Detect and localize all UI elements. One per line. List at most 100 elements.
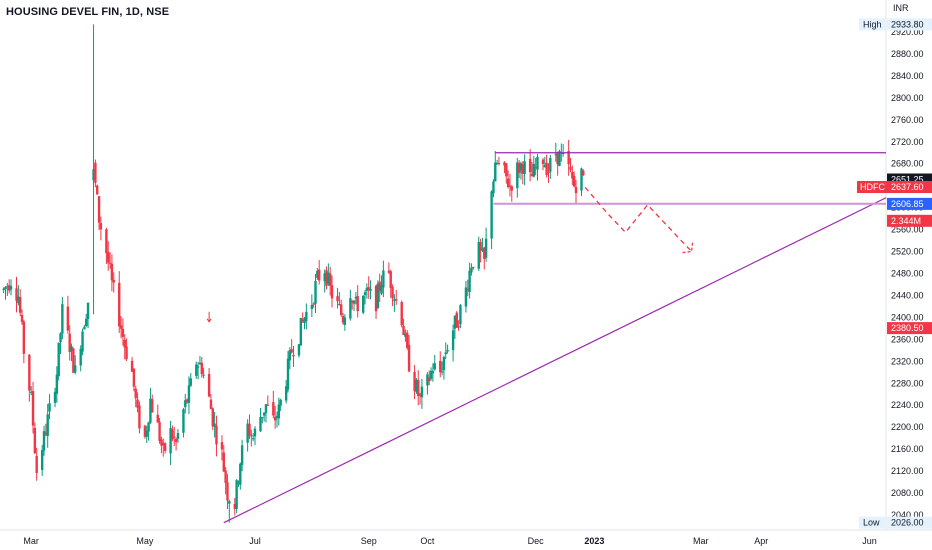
candle-body	[420, 386, 424, 398]
candle-body	[393, 299, 396, 302]
candle-body	[457, 325, 460, 328]
y-tick-label: 2560.00	[891, 225, 924, 235]
candle-body	[301, 319, 304, 322]
y-tick-label: 2360.00	[891, 334, 924, 344]
candle-body	[580, 168, 583, 191]
candle-body	[92, 169, 95, 181]
candle-body	[288, 350, 292, 361]
x-tick-label: Mar	[23, 536, 39, 546]
candle-body	[7, 285, 11, 291]
candle-body	[508, 185, 512, 187]
y-tick-label: 2400.00	[891, 312, 924, 322]
candle-body	[558, 151, 561, 167]
y-tick-label: 2200.00	[891, 422, 924, 432]
candle-body	[490, 191, 493, 239]
candle-body	[497, 163, 501, 165]
candle-body	[365, 287, 369, 291]
candle-body	[503, 162, 506, 166]
candle-body	[439, 360, 442, 373]
candle-body	[534, 167, 537, 169]
candle-body	[108, 262, 112, 264]
candle-body	[327, 272, 330, 284]
candle-body	[303, 317, 306, 324]
candle-body	[44, 432, 48, 435]
candle-body	[363, 292, 367, 295]
y-tick-label: 2760.00	[891, 115, 924, 125]
trendline[interactable]	[223, 197, 887, 524]
candle-body	[240, 445, 244, 465]
candle-body	[160, 439, 163, 446]
x-tick-label: Sep	[361, 536, 377, 546]
candle-body	[182, 409, 185, 433]
x-tick-label: Jun	[862, 536, 877, 546]
low-badge-value-bg	[887, 516, 932, 529]
candle-body	[79, 348, 82, 366]
high-badge-value-bg	[887, 18, 932, 31]
candle-body	[404, 333, 407, 337]
candle-body	[521, 164, 524, 174]
candle-body	[187, 385, 191, 403]
candle-body	[446, 349, 449, 352]
candle-body	[185, 399, 189, 403]
candle-body	[200, 362, 203, 374]
candle-body	[105, 229, 108, 254]
high-badge-label: High	[863, 19, 882, 29]
candle-body	[130, 360, 134, 372]
candle-body	[391, 286, 394, 299]
x-tick-label: May	[136, 536, 154, 546]
candle-body	[418, 394, 422, 396]
low-badge-label-bg	[859, 516, 886, 529]
candle-body	[343, 317, 347, 325]
y-tick-label: 2080.00	[891, 488, 924, 498]
candle-body	[119, 325, 123, 329]
candle-body	[428, 377, 431, 382]
candle-body	[338, 304, 341, 306]
candle-body	[226, 482, 229, 501]
candle-body	[492, 181, 495, 194]
candle-body	[70, 346, 73, 352]
candle-body	[477, 241, 480, 269]
candle-body	[299, 317, 303, 346]
high-badge-label-bg	[859, 18, 886, 31]
candle-body	[46, 414, 49, 437]
x-tick-label: Mar	[693, 536, 709, 546]
candle-body	[29, 391, 33, 393]
currency-label: INR	[893, 3, 909, 13]
candle-body	[40, 450, 44, 470]
candle-body	[132, 368, 136, 387]
candle-body	[196, 366, 200, 368]
x-tick-label: Dec	[528, 536, 545, 546]
candle-body	[323, 273, 326, 282]
forecast-path[interactable]	[584, 186, 693, 252]
candle-body	[455, 312, 458, 328]
candle-body	[442, 356, 446, 371]
candle-body	[406, 332, 409, 349]
candle-body	[528, 158, 532, 173]
candle-body	[198, 362, 202, 365]
candle-body	[246, 423, 249, 443]
candle-body	[472, 267, 475, 269]
candle-body	[571, 171, 574, 179]
candle-body	[545, 162, 548, 176]
candle-body	[382, 270, 385, 288]
high-badge-value: 2933.80	[891, 19, 924, 29]
candle-body	[55, 374, 59, 394]
candle-body	[42, 431, 46, 451]
y-tick-label: 2480.00	[891, 269, 924, 279]
x-tick-label: Oct	[420, 536, 435, 546]
price-badge-value: 2606.85	[891, 199, 924, 209]
low-badge-label: Low	[863, 518, 880, 528]
candle-body	[22, 321, 26, 354]
candle-body	[415, 379, 418, 392]
candle-body	[417, 379, 420, 397]
candle-body	[4, 287, 7, 290]
candle-body	[314, 280, 317, 304]
candle-body	[224, 470, 227, 483]
candle-body	[15, 288, 18, 301]
candle-body	[341, 315, 345, 323]
candle-body	[290, 349, 293, 353]
candle-body	[536, 156, 539, 170]
candle-body	[284, 386, 288, 401]
